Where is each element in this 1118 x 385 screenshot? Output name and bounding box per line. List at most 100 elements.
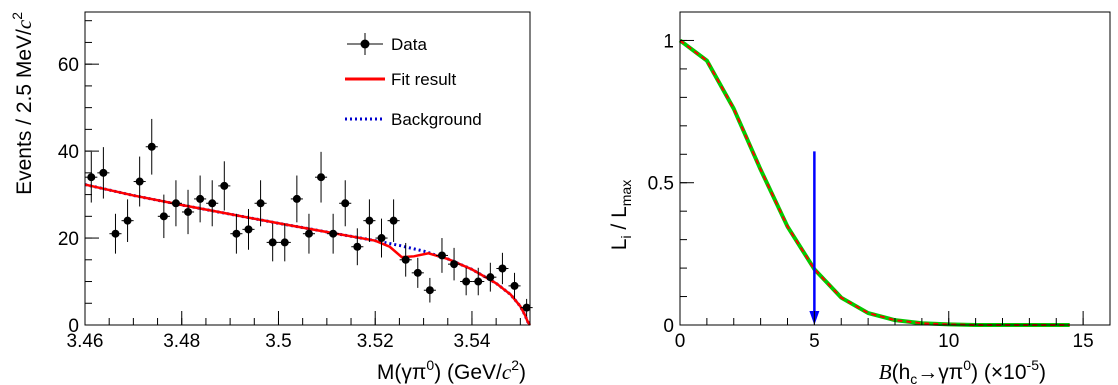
- data-point-marker: [317, 173, 326, 182]
- data-point-marker: [329, 229, 338, 238]
- left-x-tick-label: 3.54: [453, 331, 490, 352]
- data-point-marker: [184, 207, 193, 216]
- data-point-marker: [220, 181, 229, 190]
- data-point: [242, 208, 255, 250]
- data-point-marker: [522, 303, 531, 312]
- data-point-marker: [377, 234, 386, 243]
- data-point-marker: [437, 251, 446, 260]
- data-point-marker: [425, 286, 434, 295]
- data-point: [460, 267, 473, 296]
- data-point: [496, 252, 509, 285]
- likelihood-curve-red-dashed: [679, 39, 1070, 326]
- data-point-marker: [135, 177, 144, 186]
- data-point: [206, 180, 219, 227]
- right-x-tick-label: 10: [938, 331, 959, 352]
- data-point-marker: [171, 199, 180, 208]
- right-tick-labels: 0 5 10 15 0 0.5 1: [648, 31, 1094, 352]
- left-y-axis-label: Events / 2.5 MeV/c2: [9, 12, 36, 195]
- data-point-marker: [353, 242, 362, 251]
- left-tick-labels: 3.46 3.48 3.5 3.52 3.54 0 20 40 60: [58, 55, 491, 352]
- right-data-layer: [678, 38, 1070, 327]
- legend-entry-background: Background: [345, 110, 482, 129]
- data-point: [97, 147, 110, 199]
- left-data-layer: [84, 118, 533, 326]
- data-point: [375, 218, 388, 258]
- data-point-marker: [123, 216, 132, 225]
- data-point-marker: [87, 173, 96, 182]
- legend-label: Fit result: [391, 70, 456, 89]
- data-point-marker: [256, 199, 265, 208]
- data-point: [472, 267, 485, 296]
- right-y-tick-label: 1: [663, 31, 674, 52]
- right-x-axis-label: B(hc→γπ0) (×10-5): [879, 357, 1046, 385]
- data-point-marker: [462, 277, 471, 286]
- right-x-tick-label: 5: [809, 331, 820, 352]
- data-point-marker: [196, 194, 205, 203]
- left-x-tick-label: 3.48: [163, 331, 200, 352]
- left-y-tick-label: 20: [58, 229, 79, 250]
- data-point-marker: [341, 199, 350, 208]
- data-point: [363, 199, 376, 242]
- right-plot-frame: [679, 11, 1111, 326]
- data-point: [278, 223, 291, 262]
- data-point-marker: [450, 260, 459, 269]
- data-point-marker: [292, 194, 301, 203]
- data-point-marker: [280, 238, 289, 247]
- data-point-marker: [268, 238, 277, 247]
- data-point-marker: [244, 225, 253, 234]
- data-point-marker: [498, 264, 507, 273]
- data-point: [181, 189, 195, 235]
- data-point: [157, 194, 170, 239]
- data-point-marker: [401, 255, 410, 264]
- data-point-marker: [389, 216, 398, 225]
- right-x-tick-label: 0: [675, 331, 686, 352]
- left-x-axis-label: M(γπ0) (GeV/c2): [377, 357, 526, 384]
- data-point: [109, 213, 122, 254]
- data-point: [302, 213, 315, 254]
- legend-label: Data: [391, 35, 427, 54]
- right-x-tick-label: 15: [1073, 331, 1094, 352]
- data-point-marker: [208, 199, 217, 208]
- left-axis-ticks: [84, 20, 521, 326]
- data-point: [399, 242, 412, 277]
- left-chart-panel: 3.46 3.48 3.5 3.52 3.54 0 20 40 60 Data Fit resul…: [9, 11, 533, 384]
- left-y-tick-label: 0: [68, 316, 79, 337]
- data-point: [218, 161, 231, 211]
- data-point: [230, 213, 243, 254]
- data-point-marker: [486, 273, 495, 282]
- right-y-axis-label: Li / Lmax: [608, 180, 634, 250]
- legend-data-marker: [360, 39, 370, 49]
- data-point-marker: [232, 229, 241, 238]
- data-point: [254, 180, 267, 227]
- left-x-tick-label: 3.46: [67, 331, 104, 352]
- data-point-marker: [99, 168, 108, 177]
- data-point: [327, 213, 340, 254]
- fit-result-curve: [84, 183, 532, 326]
- left-y-tick-label: 40: [58, 142, 79, 163]
- data-point: [314, 151, 328, 203]
- left-plot-frame: [84, 11, 531, 326]
- data-point: [121, 199, 134, 242]
- data-point: [133, 156, 146, 207]
- data-point: [351, 228, 364, 266]
- data-point: [435, 238, 449, 273]
- data-point: [508, 272, 521, 299]
- right-y-tick-label: 0: [663, 316, 674, 337]
- data-point: [387, 199, 400, 242]
- data-point: [411, 257, 424, 288]
- data-point: [194, 175, 207, 223]
- left-legend: Data Fit result Background: [345, 33, 482, 129]
- background-curve: [84, 183, 532, 326]
- data-point-marker: [474, 277, 483, 286]
- legend-label: Background: [391, 110, 482, 129]
- legend-entry-fit-result: Fit result: [345, 70, 456, 89]
- data-point: [423, 277, 436, 303]
- data-point-marker: [365, 216, 374, 225]
- left-x-tick-label: 3.52: [357, 331, 394, 352]
- left-y-tick-label: 60: [58, 55, 79, 76]
- data-point: [145, 118, 158, 175]
- right-y-tick-label: 0.5: [648, 174, 674, 195]
- data-point-marker: [111, 229, 120, 238]
- data-point: [266, 223, 279, 262]
